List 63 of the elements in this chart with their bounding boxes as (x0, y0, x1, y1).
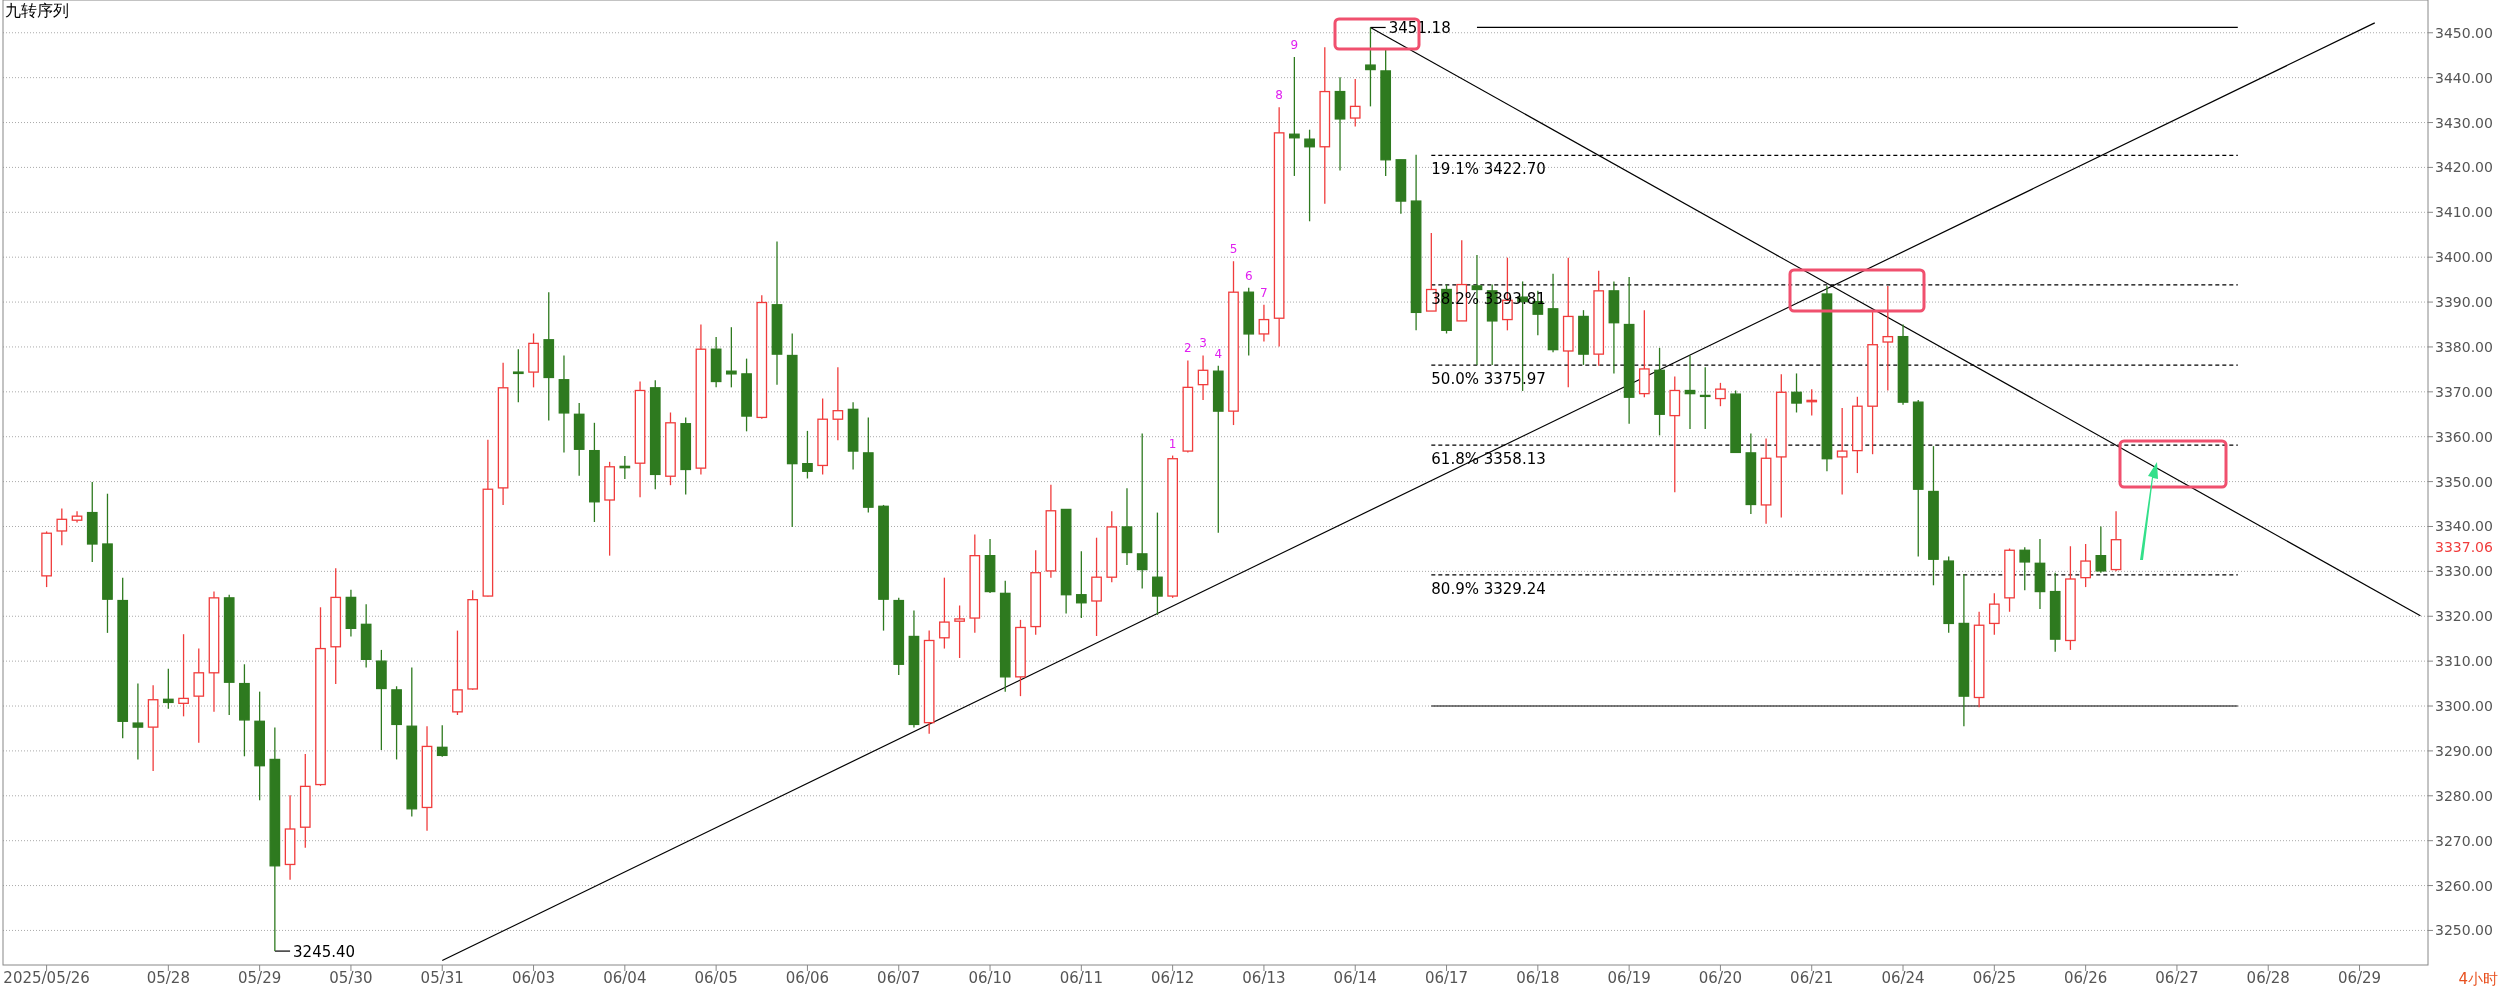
x-tick-label: 06/25 (1972, 969, 2016, 987)
y-tick-label: 3260.00 (2435, 877, 2493, 894)
y-tick-label: 3270.00 (2435, 832, 2493, 849)
series-label: 61.8% 3358.13 (1431, 450, 1546, 469)
text: 7 (1260, 285, 1268, 300)
y-tick-label: 3290.00 (2435, 742, 2493, 759)
x-tick-label: 05/28 (146, 969, 190, 987)
series-label: 19.1% 3422.70 (1431, 160, 1546, 179)
x-tick-label: 06/28 (2246, 969, 2290, 987)
text: 3 (1199, 336, 1207, 351)
x-tick-label: 2025/05/26 (3, 969, 90, 987)
x-tick-label: 06/05 (694, 969, 738, 987)
x-tick-label: 06/29 (2337, 969, 2382, 987)
x-tick-label: 06/24 (1881, 969, 1925, 987)
y-tick-label: 3430.00 (2435, 114, 2493, 131)
x-tick-label: 06/12 (1151, 969, 1195, 987)
x-tick-label: 06/17 (1424, 969, 1469, 987)
y-tick-label: 3360.00 (2435, 428, 2493, 445)
x-tick-label: 06/19 (1607, 969, 1651, 987)
text: 4 (1214, 346, 1223, 361)
x-tick-label: 06/10 (968, 969, 1012, 987)
x-tick-label: 06/21 (1790, 969, 1834, 987)
text: 3337.06 (2435, 538, 2493, 555)
y-tick-label: 3250.00 (2435, 922, 2493, 939)
y-tick-label: 3310.00 (2435, 653, 2493, 670)
text: 1 (1168, 436, 1177, 451)
y-tick-label: 3340.00 (2435, 518, 2493, 535)
x-tick-label: 06/11 (1059, 969, 1103, 987)
text: 9 (1290, 38, 1299, 52)
chart-title: 九转序列 (5, 1, 69, 20)
x-tick-label: 06/04 (603, 969, 647, 987)
y-tick-label: 3350.00 (2435, 473, 2493, 490)
text: 6 (1244, 268, 1253, 283)
y-tick-label: 3330.00 (2435, 563, 2493, 580)
series-label: 3245.40 (293, 943, 356, 962)
y-tick-label: 3380.00 (2435, 338, 2493, 355)
x-tick-label: 06/13 (1242, 969, 1286, 987)
y-tick-label: 3410.00 (2435, 204, 2493, 221)
y-tick-label: 3280.00 (2435, 787, 2493, 804)
y-tick-label: 3440.00 (2435, 69, 2493, 86)
text: 5 (1229, 242, 1238, 257)
y-tick-label: 3450.00 (2435, 24, 2493, 41)
x-tick-label: 06/18 (1516, 969, 1560, 987)
x-tick-label: 06/27 (2155, 969, 2199, 987)
x-tick-label: 05/31 (420, 969, 464, 987)
x-tick-label: 06/03 (511, 969, 556, 987)
x-tick-label: 06/26 (2064, 969, 2108, 987)
series-label: 80.9% 3329.24 (1431, 579, 1546, 598)
x-tick-label: 05/30 (329, 969, 373, 987)
x-tick-label: 06/07 (877, 969, 921, 987)
text: 8 (1275, 88, 1283, 103)
y-tick-label: 3320.00 (2435, 608, 2493, 625)
y-tick-label: 3300.00 (2435, 698, 2493, 715)
x-tick-label: 06/14 (1333, 969, 1377, 987)
text: 2 (1184, 341, 1192, 356)
y-tick-label: 3420.00 (2435, 159, 2493, 176)
y-tick-label: 3390.00 (2435, 294, 2493, 311)
y-tick-label: 3400.00 (2435, 249, 2493, 266)
y-tick-label: 3370.00 (2435, 383, 2493, 400)
x-tick-label: 06/20 (1698, 969, 1743, 987)
text: 4小时 (2458, 970, 2498, 988)
x-tick-label: 06/06 (785, 969, 830, 987)
x-tick-label: 05/29 (238, 969, 282, 987)
